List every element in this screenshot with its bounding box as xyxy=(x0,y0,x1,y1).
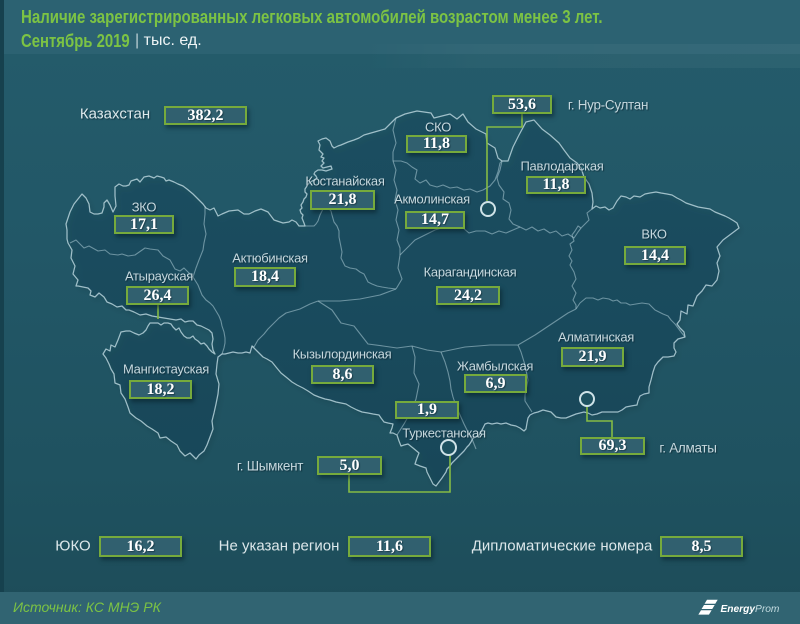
svg-text:EnergyProm: EnergyProm xyxy=(721,604,780,615)
